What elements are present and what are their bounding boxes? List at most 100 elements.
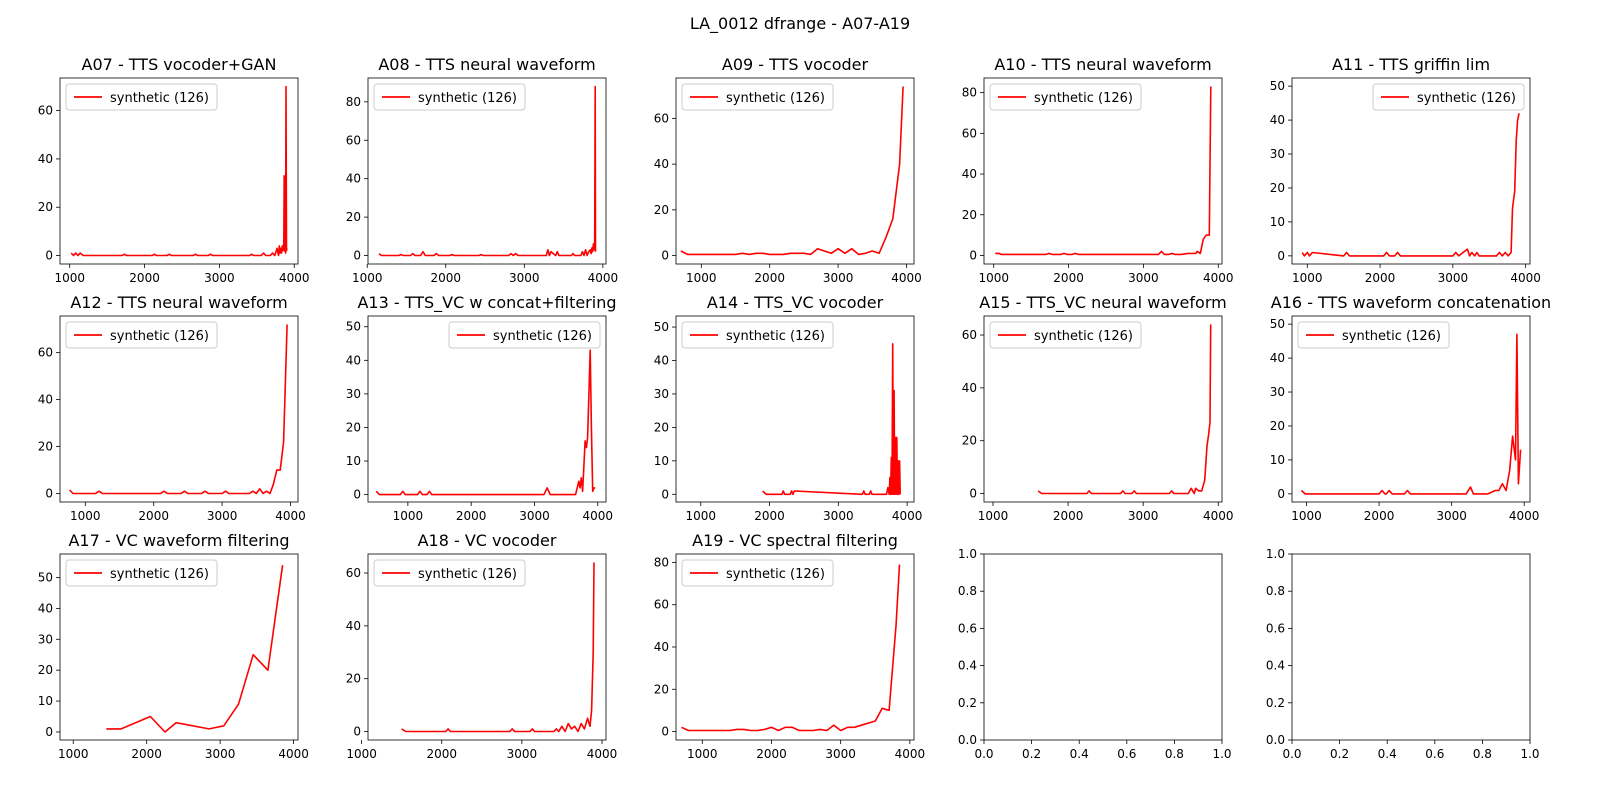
axes-frame <box>1291 315 1531 503</box>
y-tick-label: 40 <box>654 640 669 654</box>
subplot-7: 1000 2000 3000 4000 0 10 20 30 40 50 A13 - TTS_VC … <box>346 293 617 523</box>
x-tick-label: 2000 <box>1053 509 1084 523</box>
legend: synthetic (126) <box>65 83 218 111</box>
y-tick-label: 20 <box>38 663 53 677</box>
y-tick-label: 10 <box>654 454 669 468</box>
legend-box <box>1297 321 1450 349</box>
y-tick-label: 50 <box>1270 79 1285 93</box>
x-tick-label: 0.0 <box>974 747 993 761</box>
x-tick-label: 2000 <box>1053 271 1084 285</box>
axes-frame <box>59 77 299 265</box>
x-tick-label: 2000 <box>456 509 487 523</box>
legend: synthetic (126) <box>1297 321 1450 349</box>
x-tick-label: 3000 <box>207 509 238 523</box>
legend-label: synthetic (126) <box>110 567 209 582</box>
x-tick-label: 3000 <box>507 747 538 761</box>
legend: synthetic (126) <box>65 321 218 349</box>
x-tick-label: 4000 <box>1509 509 1540 523</box>
x-tick-label: 0.2 <box>1022 747 1041 761</box>
subplot-13: 1000 2000 3000 4000 0 20 40 60 80 A19 - VC spectr… <box>654 531 925 761</box>
x-tick-label: 0.6 <box>1117 747 1136 761</box>
subplot-title: A08 - TTS neural waveform <box>378 55 595 74</box>
legend: synthetic (126) <box>681 559 834 587</box>
y-tick-label: 40 <box>38 152 53 166</box>
x-tick-label: 1000 <box>978 509 1009 523</box>
y-tick-label: 0 <box>969 487 977 501</box>
x-tick-label: 4000 <box>275 509 306 523</box>
legend-label: synthetic (126) <box>110 91 209 106</box>
x-tick-label: 2000 <box>1364 509 1395 523</box>
legend-label: synthetic (126) <box>493 329 592 344</box>
subplot-title: A10 - TTS neural waveform <box>994 55 1211 74</box>
x-tick-label: 2000 <box>131 747 162 761</box>
axes-frame <box>59 315 299 503</box>
x-tick-label: 4000 <box>1510 271 1541 285</box>
series-line <box>1301 113 1520 257</box>
y-tick-label: 40 <box>38 601 53 615</box>
x-tick-label: 2000 <box>138 509 169 523</box>
subplot-4: 1000 2000 3000 4000 0 20 40 60 80 A10 - TTS neura… <box>962 55 1234 285</box>
axes-frame <box>983 315 1223 503</box>
y-tick-label: 0.0 <box>1266 733 1285 747</box>
y-tick-label: 0 <box>353 488 361 502</box>
y-tick-label: 40 <box>962 167 977 181</box>
y-tick-label: 0 <box>969 248 977 262</box>
legend: synthetic (126) <box>681 321 834 349</box>
legend-box <box>681 83 834 111</box>
y-tick-label: 0 <box>1277 487 1285 501</box>
y-tick-label: 60 <box>38 346 53 360</box>
subplot-title: A14 - TTS_VC vocoder <box>707 293 884 313</box>
y-tick-label: 10 <box>346 454 361 468</box>
series-line <box>762 342 901 496</box>
x-tick-label: 3000 <box>1438 271 1469 285</box>
y-tick-label: 0.4 <box>958 659 977 673</box>
series-line <box>995 86 1212 256</box>
subplot-6: 1000 2000 3000 4000 0 20 40 60 A12 - TTS neural … <box>38 293 306 523</box>
x-tick-label: 0.0 <box>1282 747 1301 761</box>
subplot-11: 1000 2000 3000 4000 0 10 20 30 40 50 A17 - VC wave… <box>38 531 309 761</box>
y-tick-label: 20 <box>38 200 53 214</box>
y-tick-label: 20 <box>962 208 977 222</box>
y-tick-label: 20 <box>346 672 361 686</box>
y-tick-label: 0.6 <box>958 621 977 635</box>
x-tick-label: 3000 <box>1436 509 1467 523</box>
y-tick-label: 50 <box>1270 317 1285 331</box>
y-tick-label: 20 <box>346 420 361 434</box>
x-tick-label: 0.4 <box>1070 747 1089 761</box>
x-tick-label: 1000 <box>58 747 89 761</box>
x-tick-label: 1000 <box>70 509 101 523</box>
series-line <box>70 85 288 257</box>
legend-label: synthetic (126) <box>1034 91 1133 106</box>
y-tick-label: 0 <box>661 249 669 263</box>
y-tick-label: 50 <box>38 570 53 584</box>
legend: synthetic (126) <box>373 559 526 587</box>
x-tick-label: 1000 <box>687 747 718 761</box>
y-tick-label: 60 <box>346 133 361 147</box>
y-tick-label: 10 <box>1270 453 1285 467</box>
legend-label: synthetic (126) <box>1034 329 1133 344</box>
axes-frame <box>675 77 915 265</box>
x-tick-label: 4000 <box>1203 271 1234 285</box>
y-tick-label: 40 <box>654 157 669 171</box>
x-tick-label: 3000 <box>1128 509 1159 523</box>
y-tick-label: 1.0 <box>958 547 977 561</box>
legend-box <box>1372 83 1525 111</box>
legend-label: synthetic (126) <box>418 91 517 106</box>
x-tick-label: 1000 <box>352 271 383 285</box>
axes-frame <box>1291 553 1531 741</box>
subplot-title: A16 - TTS waveform concatenation <box>1271 293 1551 312</box>
series-line <box>69 324 288 495</box>
y-tick-label: 10 <box>1270 215 1285 229</box>
x-tick-label: 3000 <box>519 509 550 523</box>
y-tick-label: 20 <box>654 203 669 217</box>
y-tick-label: 0.2 <box>958 696 977 710</box>
subplot-2: 1000 2000 3000 4000 0 20 40 60 80 A08 - TTS neura… <box>346 55 618 285</box>
subplot-1: 1000 2000 3000 4000 0 20 40 60 A07 - TTS vocoder… <box>38 55 310 285</box>
y-tick-label: 20 <box>1270 181 1285 195</box>
y-tick-label: 0.8 <box>1266 584 1285 598</box>
y-tick-label: 60 <box>654 598 669 612</box>
y-tick-label: 60 <box>346 566 361 580</box>
